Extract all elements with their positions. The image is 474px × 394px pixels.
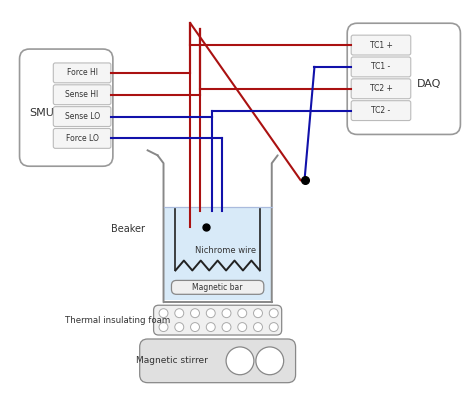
Text: SMU: SMU [29,108,54,119]
FancyBboxPatch shape [154,305,282,335]
Circle shape [175,323,184,331]
Text: Nichrome wire: Nichrome wire [195,246,256,255]
FancyBboxPatch shape [347,23,460,134]
Text: Magnetic bar: Magnetic bar [192,283,243,292]
Text: Force LO: Force LO [66,134,99,143]
FancyBboxPatch shape [53,63,111,83]
Circle shape [206,309,215,318]
FancyBboxPatch shape [53,85,111,105]
FancyBboxPatch shape [19,49,113,166]
Circle shape [159,323,168,331]
Circle shape [269,323,278,331]
Circle shape [191,309,200,318]
Text: TC2 -: TC2 - [371,106,391,115]
Circle shape [226,347,254,375]
Circle shape [191,323,200,331]
Bar [164,207,272,300]
Text: Magnetic stirrer: Magnetic stirrer [136,356,208,365]
FancyBboxPatch shape [351,35,411,55]
Circle shape [238,323,246,331]
Text: Sense HI: Sense HI [65,90,99,99]
FancyBboxPatch shape [351,79,411,99]
Circle shape [269,309,278,318]
Circle shape [175,309,184,318]
FancyBboxPatch shape [53,128,111,149]
Circle shape [222,309,231,318]
FancyBboxPatch shape [53,107,111,126]
Text: DAQ: DAQ [417,80,441,89]
Circle shape [238,309,246,318]
FancyBboxPatch shape [351,57,411,77]
Circle shape [254,309,263,318]
FancyBboxPatch shape [351,101,411,121]
Text: TC1 -: TC1 - [371,62,391,71]
Circle shape [206,323,215,331]
Circle shape [159,309,168,318]
Circle shape [256,347,283,375]
Text: Force HI: Force HI [67,69,98,77]
Text: Thermal insulating foam: Thermal insulating foam [65,316,171,325]
Text: Beaker: Beaker [111,224,145,234]
FancyBboxPatch shape [172,281,264,294]
Circle shape [222,323,231,331]
FancyBboxPatch shape [140,339,296,383]
Text: Sense LO: Sense LO [64,112,100,121]
Text: TC2 +: TC2 + [370,84,392,93]
Text: TC1 +: TC1 + [370,41,392,50]
Circle shape [254,323,263,331]
